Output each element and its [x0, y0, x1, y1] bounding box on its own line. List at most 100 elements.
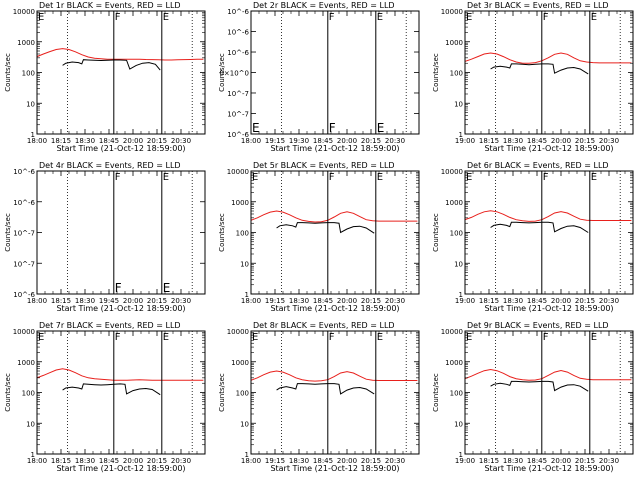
marker-letter: F	[115, 12, 121, 23]
x-tick-label: 20:15	[575, 137, 595, 145]
x-tick-label: 20:00	[551, 457, 571, 465]
detector-panel-4: Det 4r BLACK = Events, RED = LLD F E F E 10^-…	[4, 161, 206, 313]
x-tick-label: 18:30	[289, 457, 309, 465]
bottom-marker-letter: E	[163, 281, 171, 295]
y-tick-label: 100	[236, 230, 249, 238]
y-tick-label: 10000	[13, 328, 35, 336]
y-tick-label: 10^-6	[227, 28, 249, 36]
lld-rate-line	[465, 210, 632, 222]
x-tick-label: 18:45	[99, 457, 119, 465]
x-axis-label: Start Time (21-Oct-12 18:59:00)	[270, 144, 399, 153]
plot-frame	[250, 10, 420, 135]
x-tick-label: 18:45	[313, 457, 333, 465]
detector-panel-9: Det 9r BLACK = Events, RED = LLD F E E 1 10 10…	[432, 321, 634, 473]
y-tick-label: 1	[459, 291, 463, 299]
marker-letter-left: E	[252, 172, 258, 183]
y-tick-label: 10000	[13, 8, 35, 16]
y-axis-label: Counts/sec	[432, 373, 440, 412]
x-axis-label: Start Time (21-Oct-12 18:59:00)	[484, 304, 613, 313]
marker-letter: E	[591, 172, 597, 183]
x-tick-label: 18:30	[75, 297, 95, 305]
lld-rate-line	[251, 210, 418, 223]
y-tick-label: 1	[245, 451, 249, 459]
x-tick-label: 20:00	[123, 457, 143, 465]
x-axis-label: Start Time (21-Oct-12 18:59:00)	[56, 304, 185, 313]
bottom-marker-letter: E	[377, 121, 385, 135]
x-tick-label: 20:30	[171, 457, 191, 465]
y-tick-label: 10^-7	[13, 230, 35, 238]
y-axis-label: Counts/sec	[218, 213, 226, 252]
y-tick-label: 1	[245, 291, 249, 299]
event-rate-line	[62, 383, 161, 396]
x-tick-label: 20:00	[337, 137, 357, 145]
x-tick-label: 20:00	[337, 457, 357, 465]
y-axis-label: Counts/sec	[4, 53, 12, 92]
bottom-marker-letter: F	[115, 281, 122, 295]
panel-title: Det 5r BLACK = Events, RED = LLD	[253, 161, 395, 170]
marker-letter-left: E	[466, 12, 472, 23]
x-tick-label: 20:15	[361, 297, 381, 305]
y-tick-label: 100	[450, 230, 463, 238]
x-tick-label: 19:00	[455, 137, 475, 145]
y-tick-label: 10^-6	[13, 168, 35, 176]
lld-rate-line	[465, 368, 632, 381]
x-tick-label: 18:30	[75, 137, 95, 145]
x-tick-label: 18:15	[479, 457, 499, 465]
x-tick-label: 18:00	[27, 457, 47, 465]
y-tick-label: 10^-6	[227, 49, 249, 57]
x-tick-label: 18:45	[527, 297, 547, 305]
x-tick-label: 18:45	[527, 457, 547, 465]
marker-letter: E	[591, 12, 597, 23]
plot-frame	[464, 170, 634, 295]
y-tick-label: 1000	[231, 359, 249, 367]
event-rate-line	[276, 383, 375, 395]
x-tick-label: 18:15	[479, 297, 499, 305]
x-tick-label: 18:00	[27, 137, 47, 145]
marker-letter: F	[543, 332, 549, 343]
y-tick-label: 10^-7	[227, 111, 249, 119]
x-tick-label: 18:15	[51, 457, 71, 465]
marker-letter-left: E	[38, 332, 44, 343]
y-tick-label: 100	[22, 70, 35, 78]
y-tick-label: 1000	[17, 39, 35, 47]
marker-letter: F	[115, 172, 121, 183]
y-axis-label: Counts/sec	[218, 373, 226, 412]
y-tick-label: 1000	[445, 39, 463, 47]
marker-letter: E	[163, 12, 169, 23]
x-tick-label: 18:30	[503, 457, 523, 465]
panel-title: Det 2r BLACK = Events, RED = LLD	[253, 1, 395, 10]
y-tick-label: 10^-7	[227, 90, 249, 98]
plot-frame	[250, 330, 420, 455]
y-tick-label: 100	[236, 390, 249, 398]
marker-letter-left: E	[252, 332, 258, 343]
plot-frame	[464, 10, 634, 135]
y-tick-label: 10	[454, 260, 463, 268]
x-tick-label: 18:00	[241, 457, 261, 465]
y-tick-label: 10000	[441, 8, 463, 16]
x-tick-label: 20:30	[599, 457, 619, 465]
x-tick-label: 18:45	[527, 137, 547, 145]
x-tick-label: 20:00	[337, 297, 357, 305]
x-tick-label: 19:00	[455, 297, 475, 305]
x-tick-label: 20:15	[361, 457, 381, 465]
detector-panel-1: Det 1r BLACK = Events, RED = LLD F E E 1 10 10…	[4, 1, 206, 153]
event-rate-line	[490, 63, 589, 75]
marker-letter: F	[543, 12, 549, 23]
marker-letter-left: E	[466, 332, 472, 343]
detector-panel-3: Det 3r BLACK = Events, RED = LLD F E E 1 10 10…	[432, 1, 634, 153]
panel-title: Det 3r BLACK = Events, RED = LLD	[467, 1, 609, 10]
y-tick-label: 0×10^0	[219, 70, 249, 78]
x-axis-label: Start Time (21-Oct-12 18:59:00)	[56, 464, 185, 473]
plot-frame	[36, 330, 206, 455]
y-tick-label: 10	[26, 100, 35, 108]
y-tick-label: 1	[459, 131, 463, 139]
marker-letter: F	[543, 172, 549, 183]
bottom-marker-letter: E	[252, 121, 260, 135]
x-tick-label: 18:45	[99, 137, 119, 145]
y-tick-label: 10	[454, 420, 463, 428]
lld-rate-line	[465, 52, 632, 64]
x-tick-label: 19:45	[99, 297, 119, 305]
y-tick-label: 10^-6	[227, 131, 249, 139]
x-tick-label: 19:15	[265, 457, 285, 465]
